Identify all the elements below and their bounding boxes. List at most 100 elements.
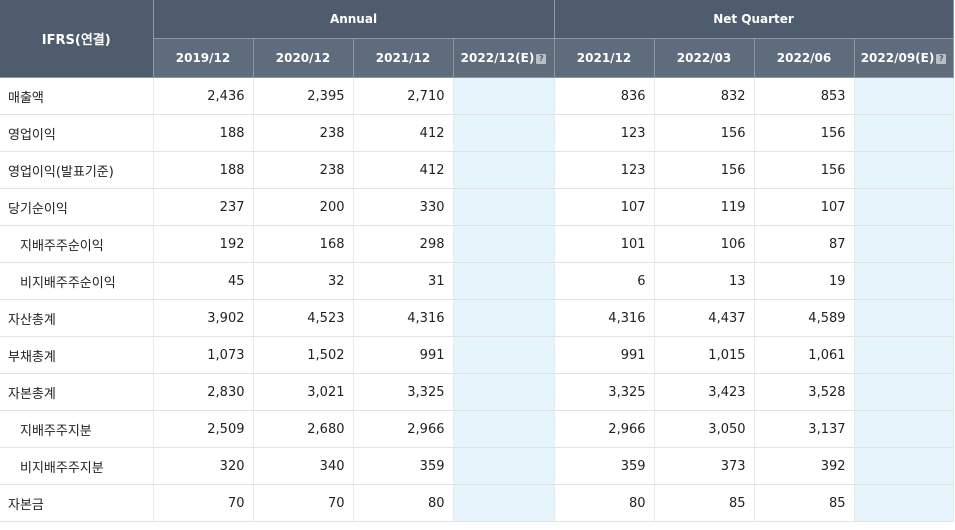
estimate-cell [453, 77, 555, 115]
estimate-cell [453, 188, 555, 226]
value-cell: 991 [353, 336, 454, 374]
estimate-cell [854, 373, 954, 411]
value-cell: 412 [353, 151, 454, 189]
value-cell: 3,050 [654, 410, 755, 448]
period-header: 2021/12 [554, 38, 655, 78]
value-cell: 2,509 [153, 410, 254, 448]
row-label: 당기순이익 [0, 188, 154, 226]
row-label: 영업이익 [0, 114, 154, 152]
value-cell: 45 [153, 262, 254, 300]
value-cell: 107 [554, 188, 655, 226]
value-cell: 238 [253, 151, 354, 189]
period-header: 2019/12 [153, 38, 254, 78]
value-cell: 6 [554, 262, 655, 300]
value-cell: 2,830 [153, 373, 254, 411]
period-label: 2022/09(E) [860, 51, 935, 65]
period-header: 2020/12 [253, 38, 354, 78]
value-cell: 156 [754, 151, 855, 189]
value-cell: 412 [353, 114, 454, 152]
estimate-cell [854, 188, 954, 226]
value-cell: 4,316 [554, 299, 655, 337]
value-cell: 4,437 [654, 299, 755, 337]
value-cell: 19 [754, 262, 855, 300]
value-cell: 298 [353, 225, 454, 263]
table-row: 영업이익 188 238 412 123 156 156 [0, 114, 954, 152]
value-cell: 31 [353, 262, 454, 300]
value-cell: 80 [353, 484, 454, 522]
table-row: 비지배주주순이익 45 32 31 6 13 19 [0, 262, 954, 300]
period-label: 2022/03 [676, 51, 732, 65]
value-cell: 991 [554, 336, 655, 374]
row-label: 지배주주지분 [0, 410, 154, 448]
table-row: 비지배주주지분 320 340 359 359 373 392 [0, 447, 954, 485]
row-label: 비지배주주순이익 [0, 262, 154, 300]
value-cell: 192 [153, 225, 254, 263]
value-cell: 107 [754, 188, 855, 226]
value-cell: 340 [253, 447, 354, 485]
period-label: 2022/12(E) [460, 51, 535, 65]
value-cell: 168 [253, 225, 354, 263]
table-row: 영업이익(발표기준) 188 238 412 123 156 156 [0, 151, 954, 189]
estimate-cell [854, 447, 954, 485]
table-corner-header: IFRS(연결) [0, 0, 154, 78]
row-label: 영업이익(발표기준) [0, 151, 154, 189]
estimate-cell [453, 262, 555, 300]
question-icon[interactable]: ? [536, 54, 547, 64]
value-cell: 101 [554, 225, 655, 263]
value-cell: 70 [253, 484, 354, 522]
period-label: 2019/12 [175, 51, 231, 65]
table-row: 지배주주순이익 192 168 298 101 106 87 [0, 225, 954, 263]
value-cell: 13 [654, 262, 755, 300]
estimate-cell [453, 373, 555, 411]
table-row: 자산총계 3,902 4,523 4,316 4,316 4,437 4,589 [0, 299, 954, 337]
estimate-cell [854, 151, 954, 189]
row-label: 부채총계 [0, 336, 154, 374]
value-cell: 3,423 [654, 373, 755, 411]
value-cell: 3,137 [754, 410, 855, 448]
value-cell: 320 [153, 447, 254, 485]
period-label: 2021/12 [375, 51, 431, 65]
row-label: 자본금 [0, 484, 154, 522]
value-cell: 32 [253, 262, 354, 300]
value-cell: 3,325 [554, 373, 655, 411]
value-cell: 237 [153, 188, 254, 226]
value-cell: 70 [153, 484, 254, 522]
estimate-cell [453, 299, 555, 337]
value-cell: 80 [554, 484, 655, 522]
table-body: 매출액 2,436 2,395 2,710 836 832 853 영업이익 188 238 412… [0, 77, 954, 522]
value-cell: 2,395 [253, 77, 354, 115]
estimate-cell [453, 410, 555, 448]
table-row: 자본금 70 70 80 80 85 85 [0, 484, 954, 522]
table-row: 당기순이익 237 200 330 107 119 107 [0, 188, 954, 226]
value-cell: 4,523 [253, 299, 354, 337]
table-row: 부채총계 1,073 1,502 991 991 1,015 1,061 [0, 336, 954, 374]
quarter-group-header: Net Quarter [554, 0, 954, 39]
value-cell: 156 [654, 151, 755, 189]
period-header-estimate: 2022/09(E)? [854, 38, 954, 78]
value-cell: 4,589 [754, 299, 855, 337]
value-cell: 4,316 [353, 299, 454, 337]
row-label: 매출액 [0, 77, 154, 115]
period-header: 2022/03 [654, 38, 755, 78]
estimate-cell [854, 484, 954, 522]
value-cell: 3,325 [353, 373, 454, 411]
estimate-cell [854, 336, 954, 374]
value-cell: 188 [153, 114, 254, 152]
value-cell: 188 [153, 151, 254, 189]
value-cell: 1,015 [654, 336, 755, 374]
table-row: 자본총계 2,830 3,021 3,325 3,325 3,423 3,528 [0, 373, 954, 411]
row-label: 지배주주순이익 [0, 225, 154, 263]
value-cell: 87 [754, 225, 855, 263]
value-cell: 2,966 [353, 410, 454, 448]
period-label: 2022/06 [776, 51, 832, 65]
period-label: 2020/12 [275, 51, 331, 65]
value-cell: 3,528 [754, 373, 855, 411]
period-label: 2021/12 [576, 51, 632, 65]
value-cell: 2,710 [353, 77, 454, 115]
value-cell: 836 [554, 77, 655, 115]
value-cell: 156 [754, 114, 855, 152]
question-icon[interactable]: ? [936, 54, 947, 64]
period-header: 2021/12 [353, 38, 454, 78]
estimate-cell [854, 114, 954, 152]
